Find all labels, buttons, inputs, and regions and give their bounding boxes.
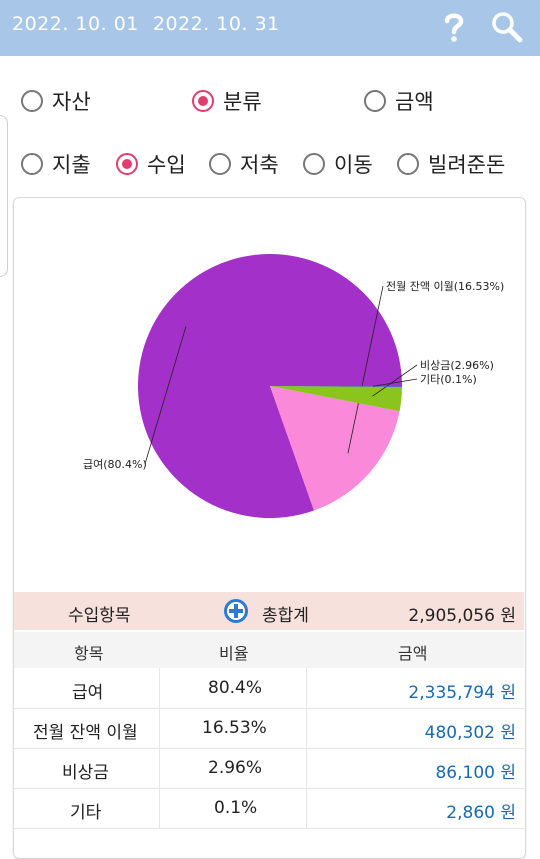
row-item: 급여 (72, 683, 104, 703)
radio-label: 이동 (334, 153, 373, 177)
start-date[interactable]: 2022. 10. 01 (12, 13, 139, 35)
total-label: 총합계 (262, 606, 309, 626)
radio-label: 수입 (147, 153, 186, 177)
slice-label: 급여(80.4%) (83, 458, 147, 471)
row-ratio: 0.1% (214, 798, 258, 818)
radio-category[interactable]: 분류 (192, 86, 262, 116)
date-range[interactable]: 2022. 10. 01 2022. 10. 31 (12, 13, 294, 35)
radio-savings[interactable]: 저축 (209, 149, 279, 179)
column-divider (306, 668, 307, 708)
radio-indicator (21, 153, 43, 175)
radio-label: 지출 (52, 153, 91, 177)
radio-label: 분류 (223, 90, 262, 114)
radio-indicator (116, 153, 138, 175)
radio-label: 저축 (240, 153, 279, 177)
pie-slice[interactable] (270, 386, 402, 387)
row-ratio: 16.53% (202, 718, 267, 738)
radio-label: 빌려준돈 (428, 153, 506, 177)
table-header: 항목 비율 금액 (14, 632, 524, 668)
column-divider (306, 748, 307, 788)
radio-indicator (21, 90, 43, 112)
radio-label: 금액 (395, 90, 434, 114)
slice-leader-line (144, 326, 187, 465)
date-range-header: 2022. 10. 01 2022. 10. 31 (0, 0, 540, 56)
row-amount: 2,860 원 (446, 803, 516, 823)
radio-asset[interactable]: 자산 (21, 86, 91, 116)
column-divider (306, 788, 307, 828)
header-item: 항목 (74, 644, 104, 663)
pie-slice[interactable] (270, 386, 400, 511)
radio-indicator (397, 153, 419, 175)
expand-plus-icon[interactable] (223, 598, 249, 624)
radio-expense[interactable]: 지출 (21, 149, 91, 179)
row-item: 기타 (70, 803, 102, 823)
slice-label: 비상금(2.96%) (420, 359, 494, 372)
slice-leader-line (372, 378, 418, 387)
row-item: 비상금 (62, 763, 109, 783)
table-row[interactable]: 전월 잔액 이월 16.53% 480,302 원 (14, 708, 524, 749)
radio-amount[interactable]: 금액 (364, 86, 434, 116)
column-divider (159, 788, 160, 828)
side-drawer-handle[interactable] (0, 115, 8, 277)
row-amount: 86,100 원 (435, 763, 516, 783)
help-icon[interactable] (437, 10, 471, 44)
summary-label: 수입항목 (68, 606, 131, 626)
search-icon[interactable] (490, 10, 524, 44)
radio-indicator (303, 153, 325, 175)
radio-indicator (209, 153, 231, 175)
radio-income[interactable]: 수입 (116, 149, 186, 179)
pie-slice[interactable] (270, 386, 402, 412)
slice-label: 기타(0.1%) (420, 373, 477, 386)
header-ratio: 비율 (219, 644, 249, 663)
radio-transfer[interactable]: 이동 (303, 149, 373, 179)
column-divider (159, 668, 160, 708)
slice-leader-line (347, 285, 384, 454)
table-row[interactable]: 급여 80.4% 2,335,794 원 (14, 668, 524, 709)
radio-lent[interactable]: 빌려준돈 (397, 149, 505, 179)
table-row[interactable]: 비상금 2.96% 86,100 원 (14, 748, 524, 789)
summary-row: 수입항목 총합계 2,905,056 원 (14, 592, 524, 630)
slice-label: 전월 잔액 이월(16.53%) (386, 280, 504, 293)
row-amount: 480,302 원 (424, 723, 516, 743)
row-ratio: 2.96% (208, 758, 263, 778)
row-item: 전월 잔액 이월 (33, 723, 138, 743)
radio-indicator (192, 90, 214, 112)
table-row[interactable]: 기타 0.1% 2,860 원 (14, 788, 524, 829)
row-amount: 2,335,794 원 (408, 683, 516, 703)
end-date[interactable]: 2022. 10. 31 (152, 13, 280, 35)
header-amount: 금액 (398, 644, 428, 663)
radio-indicator (364, 90, 386, 112)
row-ratio: 80.4% (208, 678, 263, 698)
column-divider (159, 708, 160, 748)
column-divider (306, 708, 307, 748)
pie-chart: 급여(80.4%) 전월 잔액 이월(16.53%) 비상금(2.96%)기타(0.… (83, 254, 504, 518)
column-divider (159, 748, 160, 788)
slice-leader-line (372, 364, 418, 397)
radio-label: 자산 (52, 90, 91, 114)
total-value: 2,905,056 원 (408, 606, 516, 626)
